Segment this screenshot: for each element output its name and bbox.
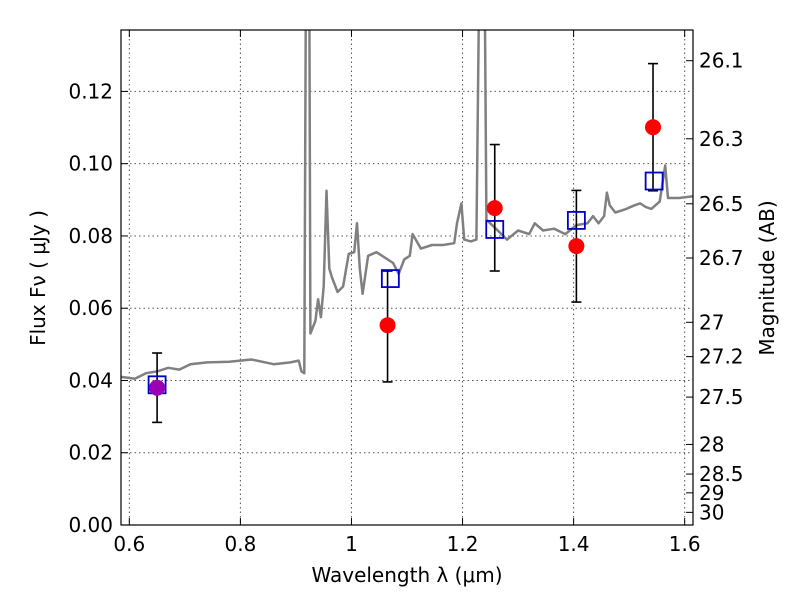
model-photometry-square (380, 269, 400, 288)
axes: 0.6 0.8 1 1.2 1.4 1.6 0.00 0.02 0.04 0.06 0.08 0.10… (68, 30, 744, 556)
y-tick-label: 0.00 (68, 513, 113, 537)
plot-area (121, 30, 693, 424)
y2-tick-label: 27.5 (699, 385, 744, 409)
y2-tick-label: 26.3 (699, 127, 744, 151)
x-tick-label: 0.8 (224, 532, 256, 556)
y2-tick-label: 28 (699, 432, 724, 456)
y-tick-label: 0.08 (68, 224, 113, 248)
x-tick-label: 1.6 (669, 532, 701, 556)
y-axis-title: Flux Fν ( μJy ) (26, 210, 50, 346)
y-tick-label: 0.06 (68, 296, 113, 320)
plot-frame (120, 29, 694, 526)
observed-data-point (486, 200, 503, 217)
observed-data-point (379, 317, 396, 334)
x-tick-label: 0.6 (113, 532, 145, 556)
x-tick-label: 1.4 (558, 532, 590, 556)
y2-tick-label: 30 (699, 500, 724, 524)
model-sed-line (121, 30, 693, 380)
y2-tick-label: 28.5 (699, 462, 744, 486)
y2-tick-label: 26.7 (699, 246, 744, 270)
y-tick-label: 0.02 (68, 441, 113, 465)
observed-data-point (568, 238, 585, 255)
y-tick-label: 0.10 (68, 152, 113, 176)
model-photometry-square (566, 211, 586, 230)
observed-data-point (149, 379, 166, 396)
x-axis-title: Wavelength λ (μm) (311, 563, 502, 587)
y-tick-label: 0.04 (68, 368, 113, 392)
y2-tick-label: 26.5 (699, 192, 744, 216)
y2-axis-title: Magnitude (AB) (755, 200, 779, 355)
x-tick-label: 1 (345, 532, 358, 556)
y-tick-label: 0.12 (68, 79, 113, 103)
observed-data-point (645, 119, 662, 136)
x-tick-label: 1.2 (447, 532, 479, 556)
y2-tick-label: 27.2 (699, 345, 744, 369)
y2-tick-label: 29 (699, 481, 724, 505)
grid (121, 30, 693, 525)
model-photometry-square (644, 171, 664, 191)
y2-tick-label: 26.1 (699, 49, 744, 73)
y2-tick-label: 27 (699, 310, 724, 334)
model-photometry-square (485, 220, 505, 239)
